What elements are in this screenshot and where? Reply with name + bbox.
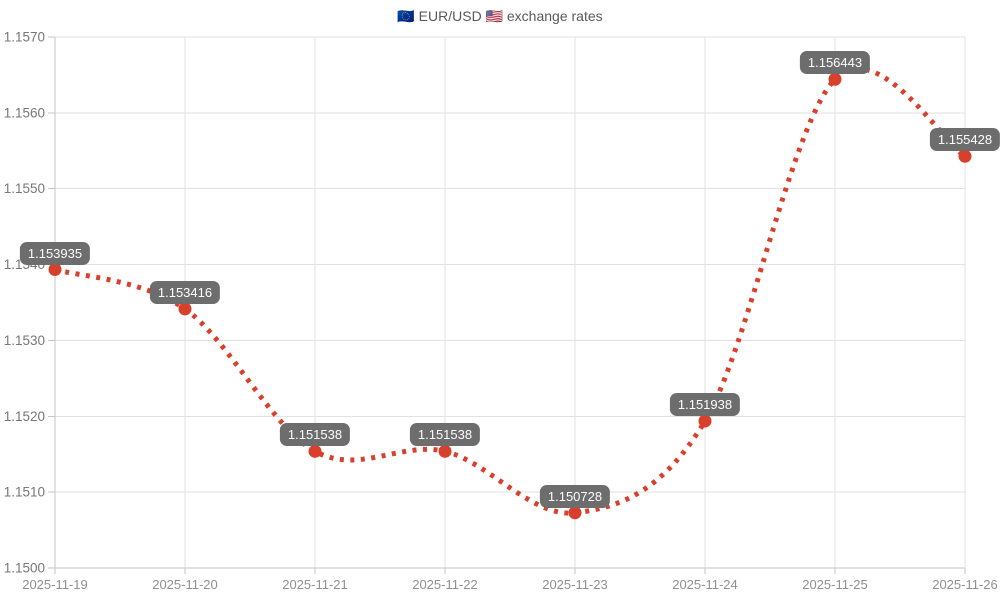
y-tick-label: 1.1530 (4, 333, 45, 348)
x-tick-label: 2025-11-23 (542, 577, 608, 592)
x-tick-label: 2025-11-22 (412, 577, 478, 592)
axes (48, 36, 966, 574)
y-tick-label: 1.1510 (4, 485, 45, 500)
x-tick-label: 2025-11-20 (152, 577, 218, 592)
data-point (568, 506, 582, 520)
y-tick-label: 1.1550 (4, 181, 45, 196)
y-tick-label: 1.1570 (4, 30, 45, 45)
y-tick-label: 1.1520 (4, 409, 45, 424)
x-tick-label: 2025-11-26 (932, 577, 998, 592)
data-point (178, 302, 192, 316)
x-tick-label: 2025-11-24 (672, 577, 738, 592)
chart-title: 🇪🇺 EUR/USD 🇺🇸 exchange rates (397, 8, 603, 24)
data-point (438, 444, 452, 458)
tick-labels: 1.1500 1.1510 1.1520 1.1530 1.1540 1.1550 1.15… (4, 30, 998, 593)
data-point (308, 444, 322, 458)
y-tick-label: 1.1560 (4, 105, 45, 120)
x-tick-label: 2025-11-25 (802, 577, 868, 592)
data-point (698, 414, 712, 428)
data-point (48, 263, 62, 277)
y-tick-label: 1.1500 (4, 561, 45, 576)
data-points (48, 72, 972, 520)
data-line (54, 66, 967, 516)
gridlines (55, 36, 966, 568)
x-tick-label: 2025-11-19 (22, 577, 88, 592)
x-tick-label: 2025-11-21 (282, 577, 348, 592)
data-point (828, 72, 842, 86)
data-point (958, 149, 972, 163)
y-tick-label: 1.1540 (4, 257, 45, 272)
